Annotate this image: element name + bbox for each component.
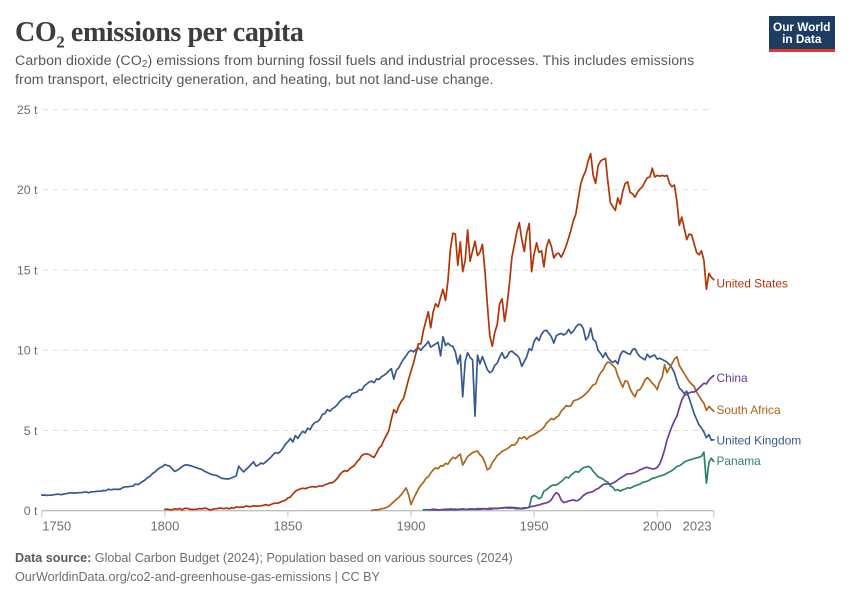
svg-text:Panama: Panama: [717, 454, 762, 468]
svg-text:20 t: 20 t: [17, 183, 38, 197]
svg-text:United States: United States: [717, 277, 788, 291]
svg-text:United Kingdom: United Kingdom: [717, 434, 802, 448]
svg-text:25 t: 25 t: [17, 103, 38, 117]
svg-text:0 t: 0 t: [24, 504, 38, 518]
svg-text:2023: 2023: [683, 519, 712, 534]
svg-text:1800: 1800: [150, 519, 179, 534]
svg-text:1750: 1750: [42, 519, 71, 534]
svg-text:China: China: [717, 371, 748, 385]
svg-text:15 t: 15 t: [17, 263, 38, 277]
svg-text:5 t: 5 t: [24, 424, 38, 438]
svg-text:1900: 1900: [397, 519, 426, 534]
svg-text:1950: 1950: [520, 519, 549, 534]
svg-text:2000: 2000: [643, 519, 672, 534]
svg-text:1850: 1850: [273, 519, 302, 534]
svg-text:South Africa: South Africa: [717, 403, 782, 417]
svg-text:10 t: 10 t: [17, 344, 38, 358]
